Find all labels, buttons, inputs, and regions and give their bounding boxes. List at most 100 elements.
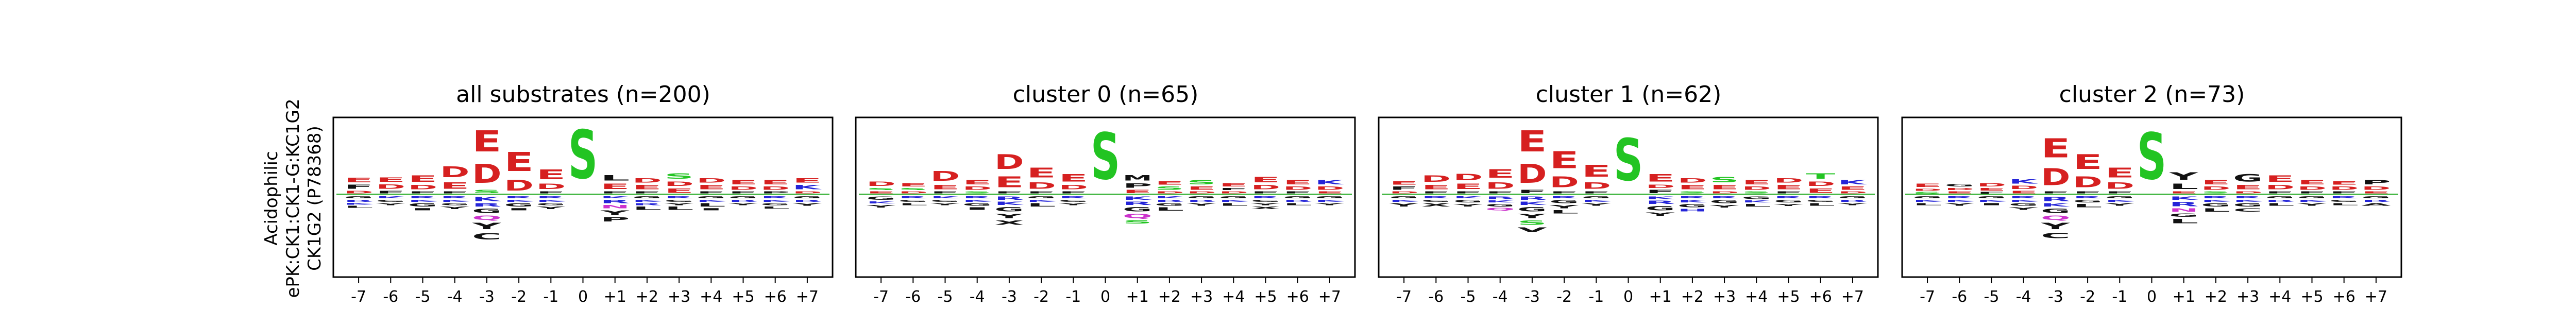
logo-letter-D: D: [1187, 191, 1216, 194]
logo-letter-R: R: [1549, 196, 1579, 199]
logo-letter-K: K: [2201, 199, 2231, 203]
logo-letter-E: E: [1838, 186, 1867, 191]
logo-letter-G: G: [1912, 196, 1942, 199]
x-tick-label: -4: [447, 288, 463, 306]
logo-letter-Y: Y: [472, 221, 502, 232]
logo-letter-G: G: [2009, 202, 2038, 207]
logo-letter-L: L: [2329, 202, 2359, 206]
x-tick-label: -1: [2112, 288, 2127, 306]
logo-letter-K: K: [962, 199, 992, 203]
x-tick-label: +3: [1713, 288, 1736, 306]
logo-letter-K: K: [2169, 196, 2199, 201]
logo-letter-D: D: [1421, 174, 1451, 184]
logo-letter-G: G: [1838, 196, 1867, 199]
logo-letter-R: R: [1251, 196, 1280, 199]
logo-letter-K: K: [760, 199, 790, 203]
logo-letter-E: E: [1251, 176, 1280, 184]
x-tick-label: -7: [1920, 288, 1935, 306]
logo-letter-F: F: [1977, 192, 2006, 194]
logo-letter-E: E: [600, 182, 630, 191]
logo-letter-R: R: [1283, 199, 1312, 203]
logo-letter-Y: Y: [2297, 202, 2327, 207]
panel-title-3: cluster 2 (n=73): [2059, 81, 2245, 108]
logo-letter-E: E: [376, 177, 405, 183]
logo-letter-G: G: [440, 202, 469, 206]
logo-letter-D: D: [962, 185, 992, 191]
logo-letter-E: E: [1485, 167, 1515, 181]
logo-letter-Y: Y: [1517, 213, 1548, 219]
logo-letter-E: E: [1155, 181, 1184, 186]
logo-letter-F: F: [2105, 191, 2134, 194]
logo-letter-E: E: [2201, 179, 2230, 186]
x-tick-label: +7: [1318, 288, 1341, 306]
logo-letter-E: E: [697, 184, 726, 191]
x-tick-label: +4: [2268, 288, 2291, 306]
logo-letter-E: E: [1977, 187, 2006, 192]
logo-letter-D: D: [632, 177, 662, 184]
logo-letter-S: S: [962, 191, 992, 195]
x-tick-label: -3: [2048, 288, 2063, 306]
logo-letter-G: G: [994, 206, 1024, 213]
logo-letter-D: D: [1709, 191, 1739, 194]
x-tick-label: +7: [1841, 288, 1864, 306]
logo-letter-R: R: [344, 199, 373, 203]
logo-letter-D: D: [440, 164, 469, 181]
logo-letter-R: R: [1059, 196, 1088, 199]
logo-letter-R: R: [408, 196, 437, 199]
logo-letter-G: G: [1026, 196, 1056, 199]
logo-letter-G: G: [1517, 206, 1547, 213]
logo-letter-Y: Y: [1944, 202, 1974, 207]
logo-letter-F: F: [930, 191, 960, 194]
logo-letter-E: E: [664, 187, 693, 194]
logo-letter-R: R: [760, 196, 790, 199]
logo-letter-R: R: [1838, 199, 1867, 203]
logo-letter-D: D: [664, 181, 693, 187]
logo-letter-P: P: [2361, 179, 2391, 185]
logo-letter-D: D: [930, 169, 960, 184]
logo-letter-R: R: [2073, 196, 2102, 199]
logo-letter-I: I: [697, 208, 726, 211]
x-tick-label: -6: [383, 288, 398, 306]
logo-letter-H: H: [1677, 209, 1707, 213]
x-tick-label: -4: [2016, 288, 2031, 306]
logo-letter-L: L: [760, 206, 790, 210]
logo-letter-D: D: [1389, 191, 1418, 194]
logo-letter-Q: Q: [1485, 208, 1515, 212]
logo-letter-S: S: [1677, 191, 1707, 195]
x-tick-label: -1: [1588, 288, 1604, 306]
logo-letter-R: R: [600, 199, 630, 204]
logo-letter-D: D: [2041, 164, 2070, 191]
logo-letter-K: K: [1389, 199, 1419, 203]
x-tick-label: +2: [1681, 288, 1704, 306]
x-tick-label: +2: [1158, 288, 1181, 306]
logo-letter-F: F: [1421, 191, 1451, 194]
logo-letter-K: K: [2009, 178, 2038, 185]
logo-letter-K: K: [504, 199, 534, 203]
logo-letter-C: C: [2041, 232, 2070, 240]
logo-letter-R: R: [2169, 201, 2198, 208]
logo-letter-E: E: [1421, 184, 1451, 191]
x-tick-label: -3: [1002, 288, 1017, 306]
logo-letter-F: F: [2041, 191, 2070, 194]
logo-letter-K: K: [408, 199, 438, 203]
logo-letter-G: G: [1977, 196, 2006, 199]
logo-letter-G: G: [632, 196, 662, 199]
logo-letter-E: E: [994, 174, 1024, 191]
logo-letter-G: G: [1709, 199, 1739, 204]
logo-letter-L: L: [600, 174, 630, 182]
logo-letter-R: R: [1945, 196, 1974, 199]
logo-letter-L: L: [1026, 202, 1056, 208]
logo-letter-T: T: [1806, 172, 1835, 180]
logo-letter-G: G: [1646, 205, 1675, 212]
logo-letter-L: L: [899, 202, 928, 206]
logo-letter-G: G: [697, 196, 726, 199]
x-tick-label: +4: [1222, 288, 1245, 306]
x-tick-label: +3: [2236, 288, 2259, 306]
logo-letter-D: D: [2265, 184, 2295, 191]
logo-letter-E: E: [1283, 179, 1312, 186]
logo-letter-F: F: [536, 191, 566, 194]
logo-letter-G: G: [1774, 199, 1803, 203]
logo-letter-D: D: [994, 150, 1024, 174]
logo-letter-F: F: [1059, 191, 1088, 194]
logo-letter-K: K: [344, 202, 374, 205]
